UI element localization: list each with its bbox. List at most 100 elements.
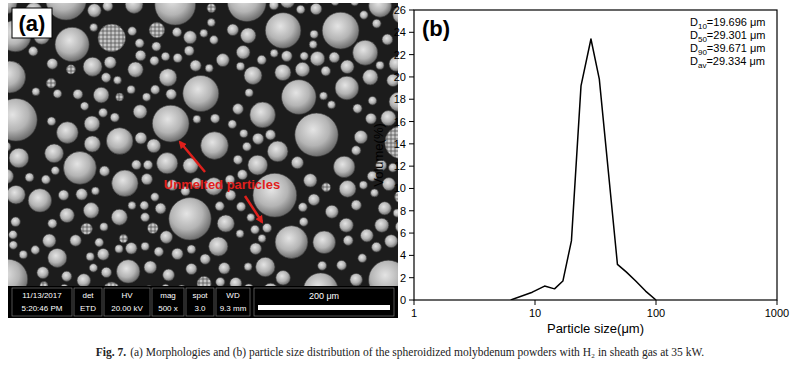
info-cell — [216, 288, 250, 316]
spherical-particle — [41, 175, 50, 184]
spherical-particle — [37, 267, 49, 279]
spherical-particle — [275, 226, 308, 259]
spherical-particle — [257, 55, 266, 64]
caption-text: (a) Morphologies and (b) particle size d… — [130, 346, 704, 359]
spherical-particle — [309, 41, 317, 49]
unmelted-particle — [81, 223, 93, 235]
info-cell — [152, 288, 184, 316]
spherical-particle — [263, 223, 272, 232]
spherical-particle — [353, 104, 362, 113]
caption-label: Fig. 7. — [96, 346, 126, 359]
spherical-particle — [11, 217, 21, 227]
spherical-particle — [172, 248, 183, 259]
y-tick-label: 8 — [400, 205, 406, 217]
spherical-particle — [132, 160, 142, 170]
spherical-particle — [227, 3, 266, 22]
spherical-particle — [83, 203, 99, 219]
info-header: mag — [160, 291, 176, 300]
image-panel: (a)Unmelted particles11/13/2017detHVmags… — [0, 0, 418, 318]
spherical-particle — [351, 3, 359, 6]
spherical-particle — [186, 263, 197, 274]
x-tick-label: 10 — [529, 307, 541, 319]
spherical-particle — [141, 242, 149, 250]
info-header: spot — [192, 291, 208, 300]
annotation-text: =29.334 μm — [706, 55, 765, 67]
spherical-particle — [200, 254, 210, 264]
spherical-particle — [269, 3, 278, 10]
y-tick-label: 10 — [394, 182, 406, 194]
spherical-particle — [233, 104, 244, 115]
spherical-particle — [378, 202, 391, 215]
spherical-particle — [169, 198, 211, 240]
spherical-particle — [371, 189, 379, 197]
scale-box — [254, 288, 394, 316]
info-bar — [8, 286, 398, 318]
spherical-particle — [19, 251, 27, 259]
spherical-particle — [135, 39, 144, 48]
spherical-particle — [93, 87, 109, 103]
y-tick — [409, 32, 414, 33]
spherical-particle — [73, 89, 83, 99]
spherical-particle — [86, 253, 94, 261]
particles — [8, 3, 398, 286]
spherical-particle — [227, 24, 239, 36]
y-tick — [409, 277, 414, 278]
x-tick-label: 1000 — [765, 307, 789, 319]
spherical-particle — [60, 208, 75, 223]
spherical-particle — [341, 60, 355, 74]
spherical-particle — [251, 225, 260, 234]
spherical-particle — [263, 283, 278, 286]
spherical-particle — [172, 28, 181, 37]
spherical-particle — [385, 235, 398, 248]
spherical-particle — [8, 169, 14, 184]
spherical-particle — [101, 267, 111, 277]
info-cell — [186, 288, 214, 316]
spherical-particle — [190, 60, 201, 71]
y-tick — [409, 233, 414, 234]
spherical-particle — [8, 259, 28, 286]
spherical-particle — [166, 89, 177, 100]
x-tick — [535, 300, 536, 305]
unmelted-particle — [66, 65, 75, 74]
spherical-particle — [151, 193, 159, 201]
spherical-particle — [184, 31, 197, 44]
spherical-particle — [97, 248, 109, 260]
spherical-particle — [375, 218, 389, 232]
info-value: 20.00 kV — [111, 304, 143, 313]
spherical-particle — [152, 105, 189, 142]
y-tick — [409, 300, 414, 301]
scale-bar-label: 200 μm — [309, 291, 339, 301]
spherical-particle — [143, 160, 152, 169]
spherical-particle — [369, 260, 398, 286]
info-value: 9.3 mm — [220, 304, 247, 313]
spherical-particle — [159, 69, 177, 87]
spherical-particle — [334, 156, 355, 177]
spherical-particle — [200, 29, 208, 37]
spherical-particle — [127, 86, 135, 94]
spherical-particle — [304, 174, 317, 187]
unmelted-particle — [147, 223, 158, 234]
spherical-particle — [265, 13, 301, 49]
spherical-particle — [228, 120, 237, 129]
spherical-particle — [80, 102, 88, 110]
spherical-particle — [280, 3, 295, 8]
y-tick — [409, 143, 414, 144]
y-tick-label: 6 — [400, 227, 406, 239]
y-axis-label: Volume(%) — [371, 123, 386, 187]
spherical-particle — [331, 3, 340, 6]
annotation-label: D — [690, 16, 698, 28]
spherical-particle — [144, 286, 154, 287]
spherical-particle — [157, 153, 178, 174]
spherical-particle — [9, 241, 17, 249]
spherical-particle — [300, 52, 308, 60]
spherical-particle — [291, 157, 303, 169]
spherical-particle — [57, 122, 79, 144]
spherical-particle — [60, 284, 69, 286]
plot-frame — [414, 10, 777, 300]
spherical-particle — [25, 173, 34, 182]
spherical-particle — [369, 3, 392, 17]
spherical-particle — [144, 261, 157, 274]
spherical-particle — [111, 209, 127, 225]
y-tick-label: 0 — [400, 294, 406, 306]
y-tick — [409, 54, 414, 55]
